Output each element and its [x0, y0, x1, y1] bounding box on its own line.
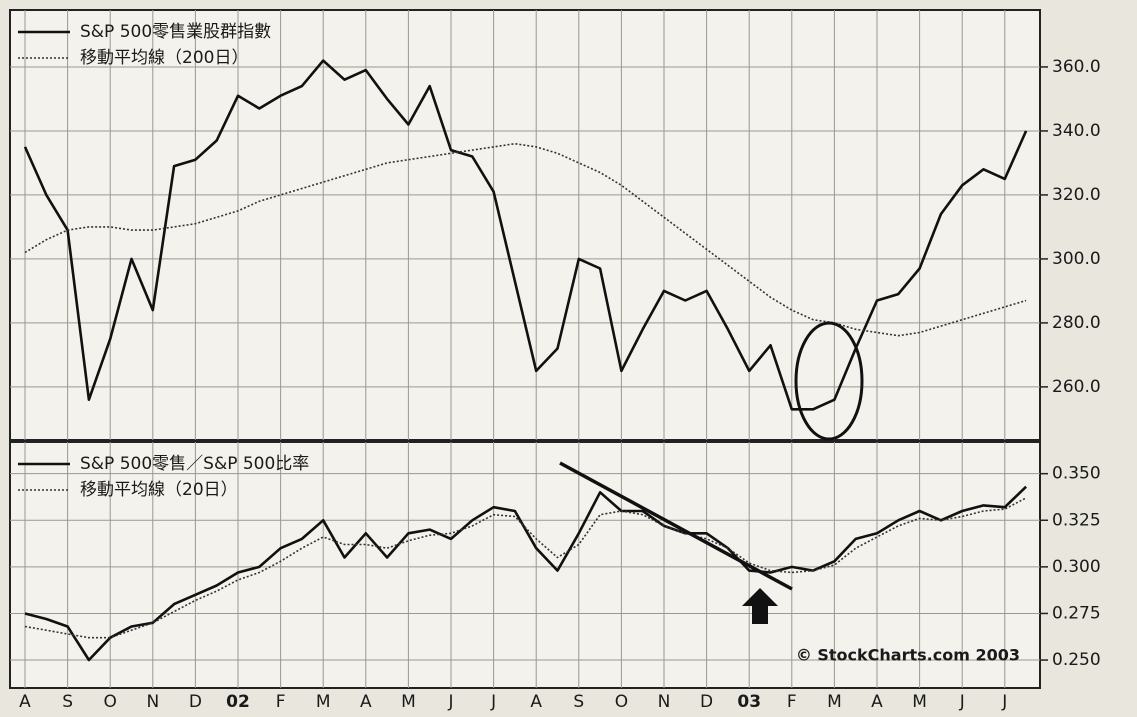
series-line	[24, 485, 1028, 662]
x-tick-label: 03	[737, 692, 761, 712]
y-tick-label: 0.300	[1052, 557, 1101, 577]
legend-label: S&P 500零售業股群指數	[80, 22, 271, 42]
y-tick-label: 0.250	[1052, 650, 1101, 670]
x-tick-label: A	[360, 692, 372, 712]
arrow	[742, 588, 778, 624]
x-tick-label: O	[104, 692, 117, 712]
x-tick-label: S	[62, 692, 73, 712]
x-tick-label: M	[912, 692, 927, 712]
x-tick-label: J	[959, 692, 965, 712]
highlight-ellipse	[794, 321, 864, 441]
legend-label: S&P 500零售／S&P 500比率	[80, 454, 309, 474]
x-tick-label: D	[189, 692, 202, 712]
trend-line	[559, 461, 793, 591]
grid-layer	[10, 10, 1040, 688]
series-line	[24, 142, 1027, 337]
y-tick-label: 260.0	[1052, 377, 1101, 397]
legend-label: 移動平均線（20日）	[80, 480, 238, 500]
x-tick-label: F	[787, 692, 797, 712]
x-tick-label: N	[146, 692, 159, 712]
x-tick-label: J	[447, 692, 453, 712]
x-tick-label: J	[490, 692, 496, 712]
copyright: © StockCharts.com 2003	[796, 646, 1020, 665]
legend-label: 移動平均線（200日）	[80, 48, 248, 68]
data-layer	[23, 59, 1028, 662]
x-tick-label: M	[827, 692, 842, 712]
x-tick-label: M	[401, 692, 416, 712]
y-tick-label: 360.0	[1052, 57, 1101, 77]
x-tick-label: M	[316, 692, 331, 712]
y-tick-label: 300.0	[1052, 249, 1101, 269]
x-tick-label: A	[871, 692, 883, 712]
x-tick-label: S	[573, 692, 584, 712]
x-tick-label: N	[658, 692, 671, 712]
x-tick-label: 02	[226, 692, 250, 712]
y-tick-label: 280.0	[1052, 313, 1101, 333]
bottom-panel	[9, 441, 1041, 689]
x-tick-label: F	[276, 692, 286, 712]
y-tick-label: 0.350	[1052, 464, 1101, 484]
x-tick-label: J	[1001, 692, 1007, 712]
y-tick-label: 340.0	[1052, 121, 1101, 141]
y-tick-label: 320.0	[1052, 185, 1101, 205]
series-line	[23, 59, 1028, 411]
y-tick-label: 0.325	[1052, 510, 1101, 530]
x-tick-label: A	[530, 692, 542, 712]
x-tick-label: A	[19, 692, 31, 712]
x-tick-label: O	[615, 692, 628, 712]
x-tick-label: D	[700, 692, 713, 712]
series-line	[24, 497, 1027, 639]
y-tick-label: 0.275	[1052, 603, 1101, 623]
top-panel	[9, 9, 1041, 441]
